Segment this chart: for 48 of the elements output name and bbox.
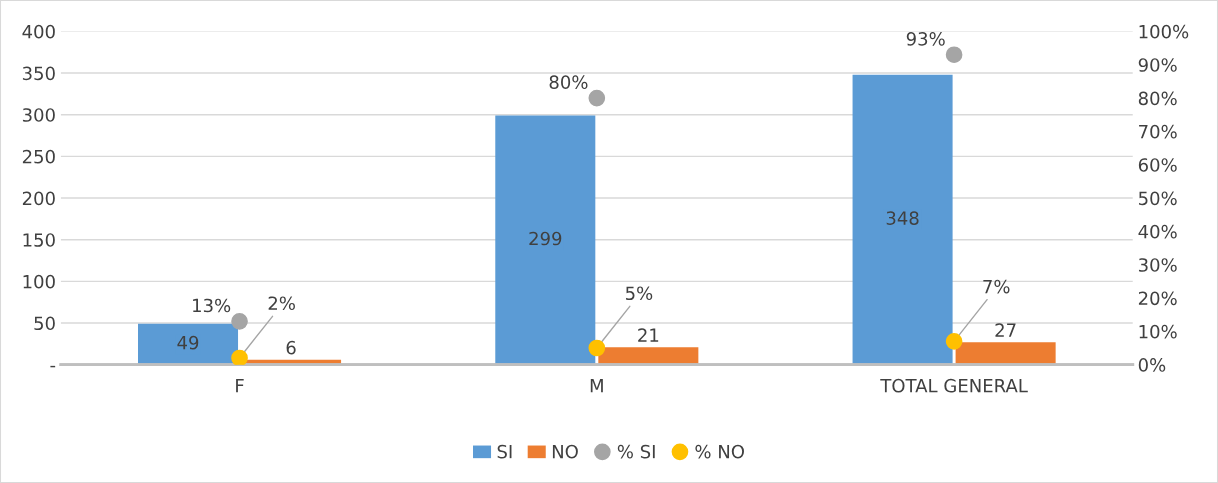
y-tick-label: 150 [23, 233, 55, 247]
y-tick-label: 400 [22, 24, 55, 39]
data-label: 348 [886, 211, 919, 225]
y-tick-label: - [50, 365, 56, 368]
y2-tick-label: 30% [1138, 258, 1177, 272]
data-label: 49 [177, 335, 199, 350]
point [588, 89, 606, 107]
point [231, 349, 248, 365]
point [231, 313, 248, 330]
bar [955, 342, 1056, 365]
data-label: 80% [549, 75, 588, 89]
data-label: 5% [625, 286, 653, 301]
point [945, 333, 963, 350]
y-tick-label: 200 [22, 191, 55, 206]
y-tick-label: 300 [22, 108, 55, 122]
data-label: 27 [995, 323, 1016, 337]
y-tick-label: 250 [22, 149, 55, 164]
x-tick-label: M [590, 379, 603, 393]
y-tick-label: 100 [23, 274, 55, 289]
legend-label: % NO [695, 444, 744, 459]
y2-tick-label: 80% [1138, 91, 1177, 106]
legend-label: SI [497, 444, 512, 459]
y-tick-label: 350 [22, 66, 55, 81]
y2-tick-label: 100% [1139, 24, 1189, 39]
data-label: 6 [286, 340, 296, 355]
data-label: 2% [268, 296, 295, 311]
data-label: 13% [193, 298, 231, 313]
y2-tick-label: 90% [1138, 58, 1177, 72]
legend-label: NO [552, 444, 578, 459]
y2-tick-label: 60% [1138, 158, 1177, 172]
data-label: 299 [529, 231, 562, 246]
y2-tick-label: 70% [1139, 124, 1177, 139]
y2-tick-label: 10% [1139, 324, 1177, 339]
y2-tick-label: 50% [1138, 191, 1177, 206]
y-tick-label: 50 [34, 316, 55, 331]
x-tick-label: F [236, 379, 244, 393]
y2-tick-label: 0% [1138, 358, 1166, 372]
data-label: 21 [638, 328, 659, 342]
point [588, 339, 606, 357]
y2-tick-label: 20% [1138, 291, 1177, 306]
data-label: 93% [906, 32, 945, 46]
bar [495, 115, 596, 365]
y2-tick-label: 40% [1138, 224, 1177, 239]
point [945, 46, 963, 64]
legend-label: % SI [617, 444, 655, 459]
bar [852, 74, 953, 365]
x-tick-label: TOTAL GENERAL [880, 378, 1028, 393]
data-label: 7% [983, 279, 1010, 294]
